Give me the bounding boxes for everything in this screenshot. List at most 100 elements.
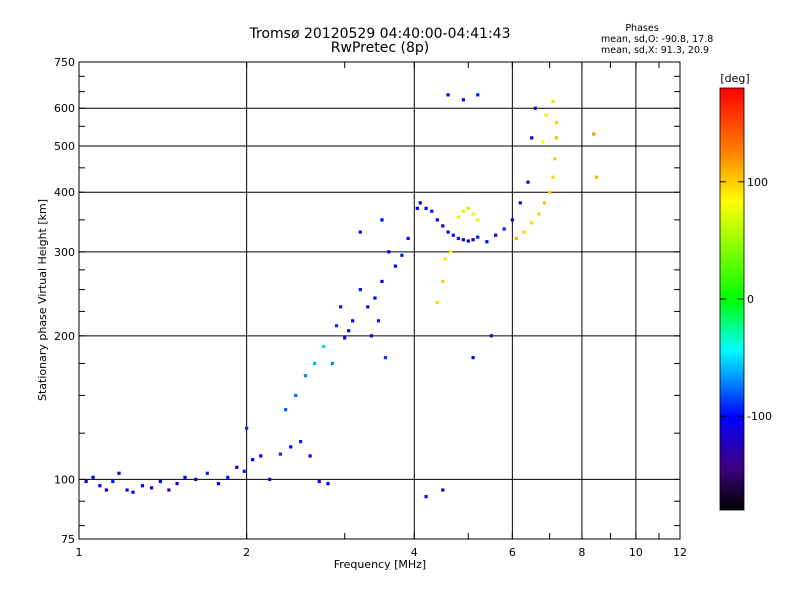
data-point	[245, 426, 249, 430]
data-point	[299, 440, 303, 444]
data-point	[406, 236, 410, 241]
data-point	[424, 206, 428, 210]
data-point	[530, 136, 534, 140]
data-point	[441, 488, 445, 492]
data-point	[551, 175, 555, 179]
data-point	[369, 334, 373, 338]
data-point	[98, 484, 102, 488]
data-point	[380, 218, 384, 222]
data-point	[476, 235, 480, 239]
data-point	[158, 479, 162, 484]
data-point	[205, 471, 209, 475]
data-point	[443, 257, 448, 261]
data-point	[387, 250, 391, 254]
data-point	[441, 224, 445, 228]
data-point	[551, 99, 555, 104]
data-point	[303, 374, 308, 378]
data-point	[476, 218, 480, 222]
data-point	[522, 230, 526, 234]
x-tick-label: 1	[76, 546, 83, 559]
data-point	[91, 475, 95, 479]
grid	[79, 62, 680, 539]
data-point	[376, 319, 381, 323]
data-point	[435, 218, 439, 222]
data-point	[343, 336, 347, 340]
data-point	[542, 201, 546, 205]
data-point	[251, 458, 255, 462]
data-point	[131, 490, 135, 494]
data-point	[456, 236, 460, 241]
data-point	[383, 356, 388, 360]
data-point	[175, 481, 179, 486]
chart-title: Tromsø 20120529 04:40:00-04:41:43	[249, 26, 511, 42]
data-point	[84, 479, 88, 484]
data-point	[430, 209, 434, 213]
data-point	[334, 324, 339, 328]
data-point	[308, 454, 312, 458]
y-tick-label: 750	[54, 56, 75, 69]
data-point	[418, 201, 422, 205]
data-point	[489, 334, 493, 338]
data-point	[358, 230, 362, 234]
data-point	[242, 469, 246, 473]
data-point	[284, 408, 288, 412]
data-point	[235, 465, 239, 469]
data-point	[380, 279, 384, 284]
data-point	[466, 206, 470, 210]
data-point	[183, 475, 187, 479]
data-point	[400, 253, 404, 257]
data-point	[167, 488, 171, 492]
x-axis-label: Frequency [MHz]	[334, 558, 426, 571]
data-point	[530, 221, 534, 225]
data-point	[313, 361, 317, 366]
data-point	[373, 296, 377, 300]
y-tick-label: 100	[54, 473, 75, 486]
data-point	[441, 279, 445, 284]
data-point	[322, 344, 326, 349]
data-point	[541, 140, 545, 144]
data-point	[449, 250, 453, 254]
data-point	[216, 481, 221, 486]
data-point	[104, 488, 109, 492]
data-point	[339, 305, 343, 309]
data-point	[111, 479, 115, 484]
y-tick-label: 600	[54, 102, 75, 115]
data-point	[466, 239, 470, 243]
y-tick-label: 75	[61, 533, 75, 546]
data-point	[140, 484, 145, 488]
data-point	[554, 120, 559, 125]
data-point	[226, 475, 230, 479]
data-point	[533, 106, 538, 110]
phases-heading: Phases	[625, 23, 658, 34]
data-point	[294, 393, 298, 398]
data-point	[510, 218, 514, 222]
y-axis-ticks: 75 100 200 300 400 500 600 750	[54, 56, 680, 546]
data-point	[194, 477, 198, 482]
data-point	[548, 190, 552, 194]
x-tick-label: 8	[578, 546, 585, 559]
data-point	[347, 329, 351, 333]
data-point	[494, 233, 498, 237]
y-axis-label: Stationary phase Virtual Height [km]	[36, 199, 49, 401]
data-point	[485, 240, 489, 244]
scatter-points	[84, 93, 599, 499]
colorbar-ticks: 100 0 -100	[720, 176, 772, 423]
data-point	[330, 361, 334, 366]
x-tick-label: 6	[509, 546, 516, 559]
data-point	[446, 230, 450, 234]
data-point	[289, 445, 293, 449]
data-point	[518, 201, 522, 205]
y-tick-label: 200	[54, 330, 75, 343]
data-point	[358, 287, 362, 292]
data-point	[461, 209, 465, 213]
data-point	[471, 212, 475, 216]
x-tick-label: 12	[673, 546, 687, 559]
data-point	[592, 132, 596, 136]
data-point	[125, 488, 129, 492]
data-point	[326, 481, 330, 486]
y-tick-label: 500	[54, 140, 75, 153]
x-axis-ticks: 1 2 4 6 8 10 12	[76, 62, 687, 559]
data-point	[502, 227, 506, 231]
data-point	[461, 98, 465, 102]
colorbar-tick-label: 0	[747, 293, 754, 306]
